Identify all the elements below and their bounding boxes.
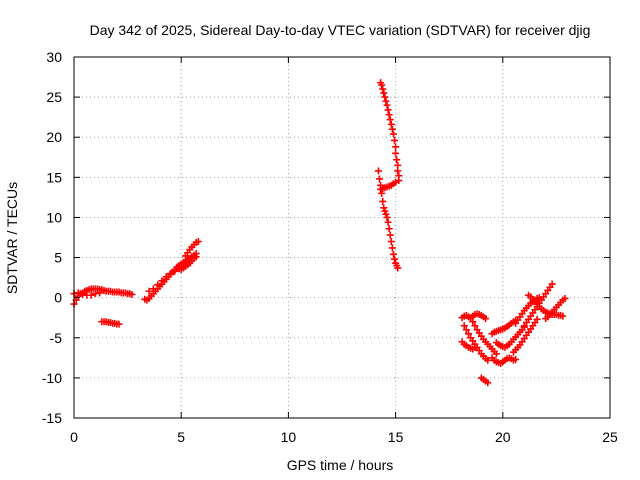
data-point — [380, 204, 388, 212]
data-point — [467, 314, 475, 322]
data-point — [385, 225, 393, 233]
data-point — [389, 250, 397, 258]
data-point — [381, 207, 389, 215]
data-point — [484, 356, 492, 364]
data-point — [464, 330, 472, 338]
data-point — [385, 111, 393, 119]
data-point — [469, 318, 477, 326]
data-point — [386, 116, 394, 124]
y-tick-label: -5 — [50, 330, 63, 346]
y-axis-title: SDTVAR / TECUs — [4, 182, 20, 294]
x-axis-title: GPS time / hours — [287, 457, 394, 473]
data-point — [128, 290, 136, 298]
data-point — [559, 312, 567, 320]
data-point — [384, 218, 392, 226]
y-tick-label: 20 — [46, 129, 62, 145]
grid — [74, 57, 610, 418]
chart-title: Day 342 of 2025, Sidereal Day-to-day VTE… — [90, 22, 591, 38]
data-points — [70, 79, 569, 387]
data-point — [389, 130, 397, 138]
data-point — [386, 231, 394, 239]
data-point — [378, 81, 386, 89]
data-point — [162, 273, 170, 281]
data-point — [391, 255, 399, 263]
y-tick-label: 10 — [46, 209, 62, 225]
data-point — [79, 290, 87, 298]
x-tick-label: 15 — [388, 429, 404, 445]
data-point — [379, 85, 387, 93]
data-point — [533, 315, 541, 323]
data-point — [484, 379, 492, 387]
data-point — [376, 175, 384, 183]
data-point — [194, 238, 202, 246]
data-point — [115, 320, 123, 328]
data-point — [462, 326, 470, 334]
y-tick-label: -10 — [42, 370, 62, 386]
data-point — [154, 281, 162, 289]
data-point — [512, 355, 520, 363]
x-tick-label: 10 — [281, 429, 297, 445]
plot-frame — [73, 56, 611, 419]
data-point — [74, 289, 82, 297]
data-point — [149, 285, 157, 293]
data-point — [460, 322, 468, 330]
data-point — [492, 350, 500, 358]
data-point — [382, 210, 390, 218]
data-point — [383, 101, 391, 109]
data-point — [394, 264, 402, 272]
y-tick-label: -15 — [42, 410, 62, 426]
data-point — [91, 290, 99, 298]
x-tick-label: 25 — [602, 429, 618, 445]
data-point — [192, 253, 200, 261]
data-point — [383, 213, 391, 221]
data-point — [374, 167, 382, 175]
data-point — [391, 136, 399, 144]
data-point — [379, 197, 387, 205]
data-point — [392, 143, 400, 151]
data-point — [561, 294, 569, 302]
axis-ticks: 0 5 10 15 20 25 -15 -10 -5 0 5 10 15 20 25 30 — [42, 49, 618, 445]
data-point — [392, 149, 400, 157]
data-point — [378, 189, 386, 197]
data-point — [171, 267, 179, 275]
data-point — [381, 93, 389, 101]
data-point — [96, 289, 104, 297]
data-point — [388, 125, 396, 133]
y-tick-label: 30 — [46, 49, 62, 65]
data-point — [166, 270, 174, 278]
y-tick-label: 15 — [46, 169, 62, 185]
y-tick-label: 25 — [46, 89, 62, 105]
data-point — [388, 244, 396, 252]
x-tick-label: 0 — [70, 429, 78, 445]
data-point — [471, 322, 479, 330]
data-point — [158, 277, 166, 285]
data-point — [380, 89, 388, 97]
data-point — [384, 106, 392, 114]
y-tick-label: 0 — [54, 290, 62, 306]
data-point — [145, 287, 153, 295]
data-point — [377, 181, 385, 189]
data-point — [394, 167, 402, 175]
data-point — [387, 120, 395, 128]
data-point — [382, 97, 390, 105]
data-point — [548, 280, 556, 288]
data-point — [393, 156, 401, 164]
data-point — [387, 238, 395, 246]
x-tick-label: 5 — [177, 429, 185, 445]
x-tick-label: 20 — [495, 429, 511, 445]
data-point — [482, 315, 490, 323]
data-point — [87, 291, 95, 299]
y-tick-label: 5 — [54, 250, 62, 266]
